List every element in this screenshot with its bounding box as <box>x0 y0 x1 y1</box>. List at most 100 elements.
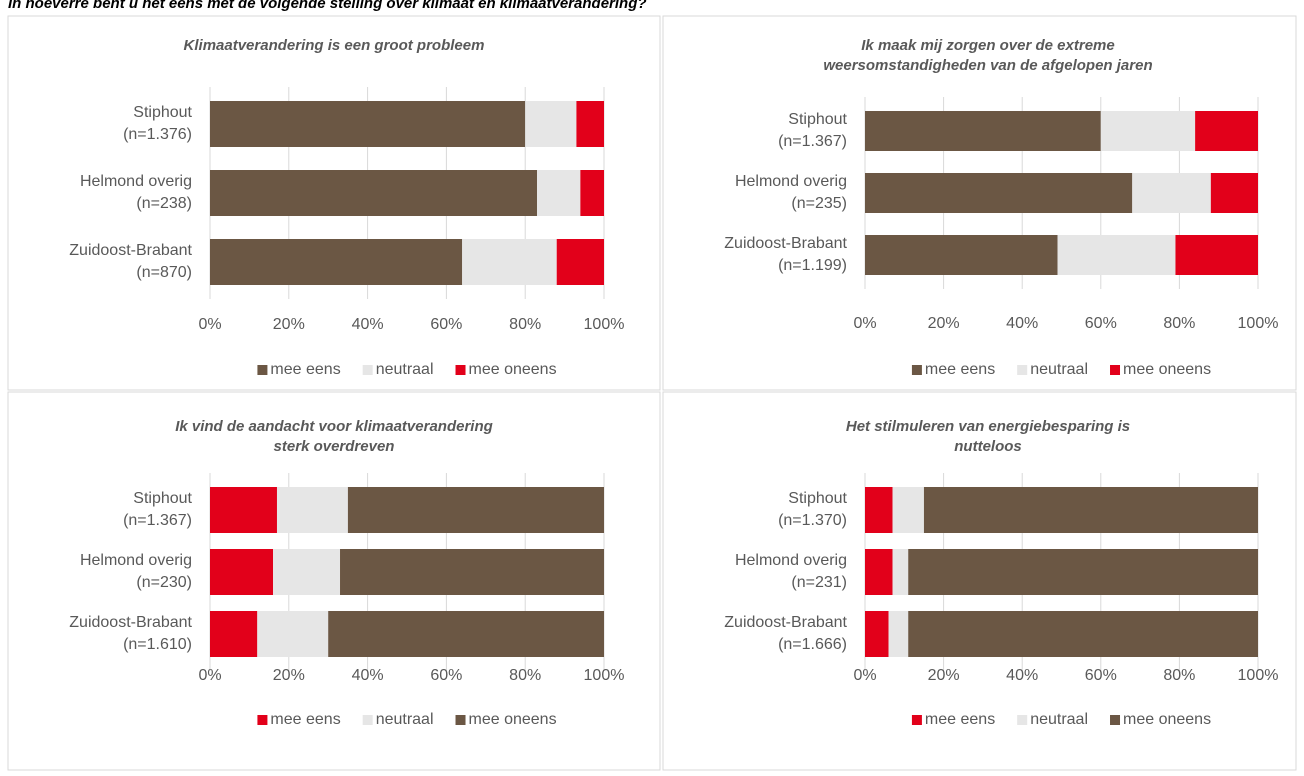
x-tick-label: 60% <box>430 667 462 684</box>
bar-segment <box>556 239 604 285</box>
bar-segment <box>923 487 1258 533</box>
legend-label: neutraal <box>376 711 434 728</box>
x-tick-label: 80% <box>509 667 541 684</box>
x-tick-label: 80% <box>1163 667 1195 684</box>
panel-border <box>7 391 661 771</box>
bar-segment <box>273 549 341 595</box>
x-tick-label: 0% <box>853 315 876 332</box>
legend-swatch <box>257 715 268 725</box>
x-tick-label: 40% <box>352 316 384 333</box>
chart-title: sterk overdreven <box>274 438 395 455</box>
x-tick-label: 0% <box>198 316 221 333</box>
bar-segment <box>210 611 258 657</box>
x-tick-label: 0% <box>853 667 876 684</box>
y-tick-label: Stiphout <box>788 111 847 128</box>
y-tick-label: (n=231) <box>791 574 847 591</box>
x-tick-label: 100% <box>584 316 625 333</box>
bar-segment <box>210 239 463 285</box>
legend-swatch <box>455 715 466 725</box>
y-tick-label: Helmond overig <box>735 552 847 569</box>
y-tick-label: Helmond overig <box>80 173 192 190</box>
panel-border <box>662 391 1297 771</box>
legend-swatch <box>1110 365 1121 375</box>
legend-label: mee eens <box>270 711 340 728</box>
x-tick-label: 60% <box>1085 667 1117 684</box>
y-tick-label: (n=235) <box>791 195 847 212</box>
legend-label: mee eens <box>270 361 340 378</box>
bar-segment <box>865 549 893 595</box>
legend-label: neutraal <box>1030 361 1088 378</box>
x-tick-label: 20% <box>928 667 960 684</box>
bar-segment <box>1057 235 1176 275</box>
bar-segment <box>865 173 1133 213</box>
legend-swatch <box>257 365 268 375</box>
bar-segment <box>328 611 604 657</box>
bar-segment <box>210 101 526 147</box>
x-tick-label: 40% <box>1006 667 1038 684</box>
bar-segment <box>888 611 909 657</box>
x-tick-label: 60% <box>430 316 462 333</box>
legend-label: mee eens <box>925 711 995 728</box>
bar-segment <box>865 111 1101 151</box>
bar-segment <box>257 611 329 657</box>
page-title: In hoeverre bent u het eens met de volge… <box>8 0 647 12</box>
x-tick-label: 0% <box>198 667 221 684</box>
bar-segment <box>210 170 538 216</box>
legend-swatch <box>911 715 922 725</box>
bar-segment <box>276 487 348 533</box>
legend-swatch <box>1017 715 1028 725</box>
bar-segment <box>1132 173 1211 213</box>
x-tick-label: 60% <box>1085 315 1117 332</box>
x-tick-label: 100% <box>1238 667 1279 684</box>
bar-segment <box>1210 173 1258 213</box>
bar-segment <box>892 549 909 595</box>
y-tick-label: (n=230) <box>136 574 192 591</box>
legend-swatch <box>362 715 373 725</box>
legend-swatch <box>911 365 922 375</box>
y-tick-label: (n=1.666) <box>778 636 847 653</box>
bar-segment <box>580 170 604 216</box>
x-tick-label: 100% <box>584 667 625 684</box>
legend-label: mee oneens <box>469 711 557 728</box>
y-tick-label: Zuidoost-Brabant <box>69 242 192 259</box>
y-tick-label: (n=1.376) <box>123 126 192 143</box>
legend-label: mee oneens <box>469 361 557 378</box>
y-tick-label: Zuidoost-Brabant <box>724 235 847 252</box>
bar-segment <box>865 611 889 657</box>
bar-segment <box>892 487 924 533</box>
bar-segment <box>908 611 1258 657</box>
bar-segment <box>210 487 277 533</box>
y-tick-label: Stiphout <box>788 490 847 507</box>
y-tick-label: Helmond overig <box>80 552 192 569</box>
y-tick-label: Zuidoost-Brabant <box>724 614 847 631</box>
chart-title: Ik maak mij zorgen over de extreme <box>861 37 1114 54</box>
bar-segment <box>340 549 604 595</box>
x-tick-label: 20% <box>273 316 305 333</box>
bar-segment <box>462 239 557 285</box>
bar-segment <box>1100 111 1196 151</box>
y-tick-label: (n=1.199) <box>778 257 847 274</box>
legend-swatch <box>1110 715 1121 725</box>
bar-segment <box>1175 235 1258 275</box>
chart-title: Klimaatverandering is een groot probleem <box>184 37 485 54</box>
x-tick-label: 80% <box>509 316 541 333</box>
x-tick-label: 40% <box>1006 315 1038 332</box>
legend-swatch <box>362 365 373 375</box>
bar-segment <box>865 487 893 533</box>
x-tick-label: 100% <box>1238 315 1279 332</box>
legend-label: neutraal <box>1030 711 1088 728</box>
panel-border <box>662 15 1297 391</box>
bar-segment <box>576 101 604 147</box>
bar-segment <box>1195 111 1258 151</box>
y-tick-label: Helmond overig <box>735 173 847 190</box>
y-tick-label: (n=1.367) <box>123 512 192 529</box>
legend-swatch <box>1017 365 1028 375</box>
chart-title: Het stilmuleren van energiebesparing is <box>846 418 1130 435</box>
y-tick-label: Stiphout <box>133 490 192 507</box>
y-tick-label: Zuidoost-Brabant <box>69 614 192 631</box>
chart-title: weersomstandigheden van de afgelopen jar… <box>823 57 1152 74</box>
x-tick-label: 20% <box>928 315 960 332</box>
y-tick-label: (n=1.610) <box>123 636 192 653</box>
legend-label: neutraal <box>376 361 434 378</box>
